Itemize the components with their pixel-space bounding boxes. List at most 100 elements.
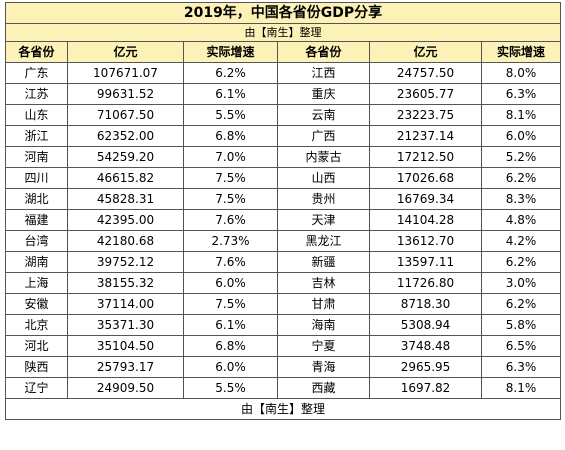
cell-growth-left[interactable]: 7.6% xyxy=(183,209,278,231)
cell-gdp-right[interactable]: 11726.80 xyxy=(369,272,482,294)
cell-growth-right[interactable]: 3.0% xyxy=(480,272,562,294)
cell-gdp-right[interactable]: 5308.94 xyxy=(369,314,482,336)
cell-province-left[interactable]: 山东 xyxy=(5,104,68,126)
cell-province-left[interactable]: 台湾 xyxy=(5,230,68,252)
cell-gdp-left[interactable]: 25793.17 xyxy=(67,356,184,378)
cell-growth-left[interactable]: 7.6% xyxy=(183,251,278,273)
cell-gdp-left[interactable]: 39752.12 xyxy=(67,251,184,273)
cell-gdp-left[interactable]: 24909.50 xyxy=(67,377,184,399)
cell-growth-left[interactable]: 6.8% xyxy=(183,125,278,147)
cell-province-right[interactable]: 贵州 xyxy=(277,188,370,210)
cell-gdp-left[interactable]: 42180.68 xyxy=(67,230,184,252)
cell-gdp-right[interactable]: 17026.68 xyxy=(369,167,482,189)
cell-growth-left[interactable]: 2.73% xyxy=(183,230,278,252)
cell-growth-right[interactable]: 8.1% xyxy=(480,104,562,126)
cell-growth-right[interactable]: 6.2% xyxy=(480,167,562,189)
cell-province-right[interactable]: 云南 xyxy=(277,104,370,126)
cell-province-left[interactable]: 四川 xyxy=(5,167,68,189)
cell-province-left[interactable]: 湖南 xyxy=(5,251,68,273)
cell-gdp-right[interactable]: 14104.28 xyxy=(369,209,482,231)
cell-gdp-right[interactable]: 23605.77 xyxy=(369,83,482,105)
cell-province-right[interactable]: 吉林 xyxy=(277,272,370,294)
cell-province-left[interactable]: 浙江 xyxy=(5,125,68,147)
cell-gdp-right[interactable]: 16769.34 xyxy=(369,188,482,210)
cell-gdp-right[interactable]: 8718.30 xyxy=(369,293,482,315)
cell-growth-left[interactable]: 7.0% xyxy=(183,146,278,168)
cell-growth-left[interactable]: 6.1% xyxy=(183,314,278,336)
cell-province-left[interactable]: 湖北 xyxy=(5,188,68,210)
cell-province-right[interactable]: 黑龙江 xyxy=(277,230,370,252)
cell-province-left[interactable]: 河北 xyxy=(5,335,68,357)
cell-province-right[interactable]: 西藏 xyxy=(277,377,370,399)
cell-gdp-right[interactable]: 24757.50 xyxy=(369,62,482,84)
cell-growth-right[interactable]: 6.3% xyxy=(480,356,562,378)
cell-gdp-left[interactable]: 107671.07 xyxy=(67,62,184,84)
cell-province-right[interactable]: 新疆 xyxy=(277,251,370,273)
cell-province-right[interactable]: 内蒙古 xyxy=(277,146,370,168)
cell-gdp-left[interactable]: 37114.00 xyxy=(67,293,184,315)
cell-growth-left[interactable]: 6.1% xyxy=(183,83,278,105)
cell-gdp-left[interactable]: 35371.30 xyxy=(67,314,184,336)
cell-gdp-right[interactable]: 2965.95 xyxy=(369,356,482,378)
cell-province-right[interactable]: 青海 xyxy=(277,356,370,378)
cell-gdp-left[interactable]: 38155.32 xyxy=(67,272,184,294)
cell-growth-right[interactable]: 8.1% xyxy=(480,377,562,399)
cell-gdp-left[interactable]: 42395.00 xyxy=(67,209,184,231)
cell-gdp-right[interactable]: 1697.82 xyxy=(369,377,482,399)
cell-growth-left[interactable]: 6.0% xyxy=(183,356,278,378)
cell-gdp-left[interactable]: 46615.82 xyxy=(67,167,184,189)
cell-province-right[interactable]: 重庆 xyxy=(277,83,370,105)
cell-growth-right[interactable]: 6.0% xyxy=(480,125,562,147)
cell-growth-right[interactable]: 5.8% xyxy=(480,314,562,336)
cell-gdp-left[interactable]: 35104.50 xyxy=(67,335,184,357)
cell-province-right[interactable]: 山西 xyxy=(277,167,370,189)
cell-province-right[interactable]: 江西 xyxy=(277,62,370,84)
cell-growth-right[interactable]: 8.3% xyxy=(480,188,562,210)
cell-growth-right[interactable]: 6.2% xyxy=(480,293,562,315)
cell-gdp-right[interactable]: 23223.75 xyxy=(369,104,482,126)
cell-province-left[interactable]: 北京 xyxy=(5,314,68,336)
cell-province-right[interactable]: 海南 xyxy=(277,314,370,336)
cell-gdp-left[interactable]: 54259.20 xyxy=(67,146,184,168)
cell-gdp-right[interactable]: 3748.48 xyxy=(369,335,482,357)
cell-province-left[interactable]: 河南 xyxy=(5,146,68,168)
cell-province-right[interactable]: 宁夏 xyxy=(277,335,370,357)
cell-gdp-left[interactable]: 45828.31 xyxy=(67,188,184,210)
table-row: 上海 38155.32 6.0% 吉林 11726.80 3.0% xyxy=(5,272,562,294)
cell-province-right[interactable]: 广西 xyxy=(277,125,370,147)
cell-province-right[interactable]: 天津 xyxy=(277,209,370,231)
cell-gdp-right[interactable]: 13597.11 xyxy=(369,251,482,273)
gdp-spreadsheet: 2019年，中国各省份GDP分享 由【南生】整理 各省份 亿元 实际增速 各省份… xyxy=(4,2,562,420)
cell-province-left[interactable]: 安徽 xyxy=(5,293,68,315)
cell-gdp-right[interactable]: 13612.70 xyxy=(369,230,482,252)
cell-gdp-left[interactable]: 99631.52 xyxy=(67,83,184,105)
cell-growth-left[interactable]: 6.0% xyxy=(183,272,278,294)
cell-growth-right[interactable]: 6.3% xyxy=(480,83,562,105)
cell-gdp-left[interactable]: 62352.00 xyxy=(67,125,184,147)
cell-growth-left[interactable]: 5.5% xyxy=(183,104,278,126)
table-row: 山东 71067.50 5.5% 云南 23223.75 8.1% xyxy=(5,104,562,126)
cell-province-right[interactable]: 甘肃 xyxy=(277,293,370,315)
cell-province-left[interactable]: 陕西 xyxy=(5,356,68,378)
cell-growth-left[interactable]: 6.8% xyxy=(183,335,278,357)
cell-growth-left[interactable]: 7.5% xyxy=(183,167,278,189)
cell-province-left[interactable]: 上海 xyxy=(5,272,68,294)
cell-province-left[interactable]: 江苏 xyxy=(5,83,68,105)
cell-growth-right[interactable]: 6.2% xyxy=(480,251,562,273)
cell-growth-left[interactable]: 5.5% xyxy=(183,377,278,399)
cell-growth-right[interactable]: 6.5% xyxy=(480,335,562,357)
gdp-table: 2019年，中国各省份GDP分享 由【南生】整理 各省份 亿元 实际增速 各省份… xyxy=(4,2,562,420)
cell-growth-left[interactable]: 6.2% xyxy=(183,62,278,84)
cell-growth-left[interactable]: 7.5% xyxy=(183,293,278,315)
cell-growth-right[interactable]: 8.0% xyxy=(480,62,562,84)
cell-gdp-right[interactable]: 17212.50 xyxy=(369,146,482,168)
cell-province-left[interactable]: 辽宁 xyxy=(5,377,68,399)
cell-growth-right[interactable]: 4.8% xyxy=(480,209,562,231)
cell-province-left[interactable]: 广东 xyxy=(5,62,68,84)
cell-growth-right[interactable]: 4.2% xyxy=(480,230,562,252)
cell-province-left[interactable]: 福建 xyxy=(5,209,68,231)
cell-growth-right[interactable]: 5.2% xyxy=(480,146,562,168)
cell-gdp-left[interactable]: 71067.50 xyxy=(67,104,184,126)
cell-growth-left[interactable]: 7.5% xyxy=(183,188,278,210)
cell-gdp-right[interactable]: 21237.14 xyxy=(369,125,482,147)
